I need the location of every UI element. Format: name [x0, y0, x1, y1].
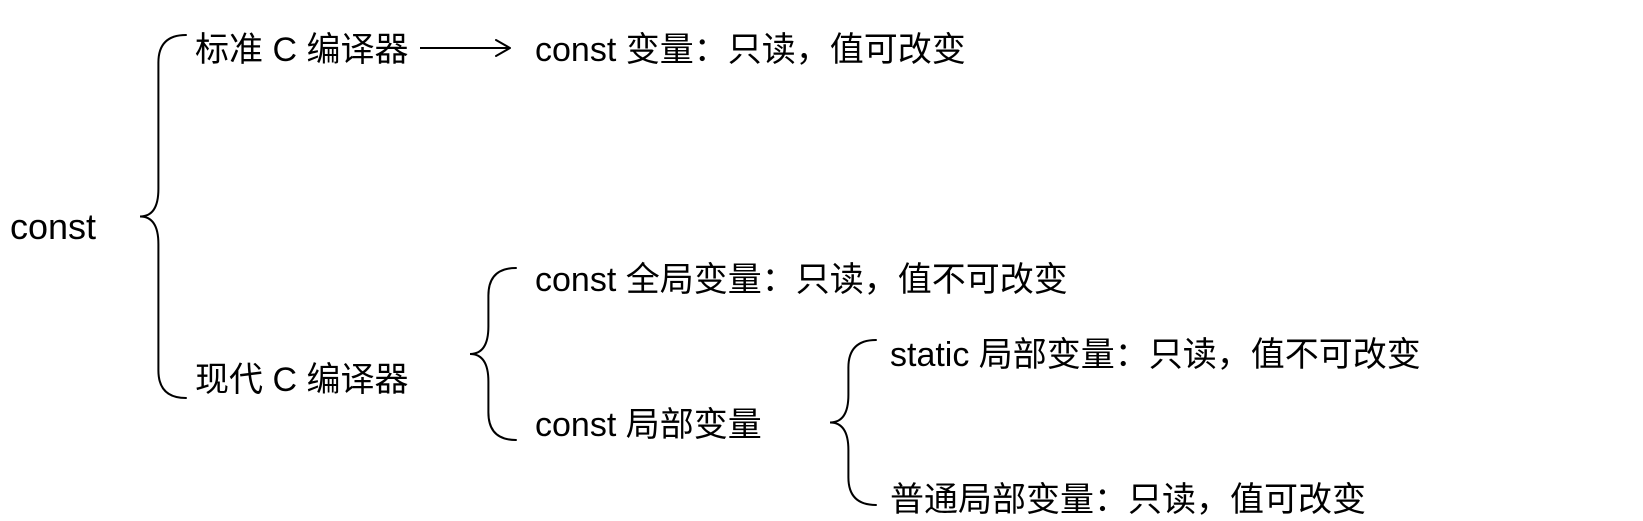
node-modern-c: 现代 C 编译器	[195, 360, 408, 401]
node-const-var: const 变量：只读，值可改变	[535, 30, 966, 71]
brace-1	[470, 268, 516, 440]
connectors-layer	[0, 0, 1643, 516]
tree-diagram: const 标准 C 编译器 const 变量：只读，值可改变 现代 C 编译器…	[0, 0, 1643, 516]
brace-2	[830, 340, 876, 505]
node-const-local: const 局部变量	[535, 405, 762, 446]
node-plain-local: 普通局部变量：只读，值可改变	[890, 480, 1366, 521]
root-label: const	[10, 205, 96, 248]
node-static-local: static 局部变量：只读，值不可改变	[890, 335, 1421, 376]
node-const-global: const 全局变量：只读，值不可改变	[535, 260, 1068, 301]
brace-0	[140, 35, 186, 398]
node-standard-c: 标准 C 编译器	[195, 30, 408, 71]
